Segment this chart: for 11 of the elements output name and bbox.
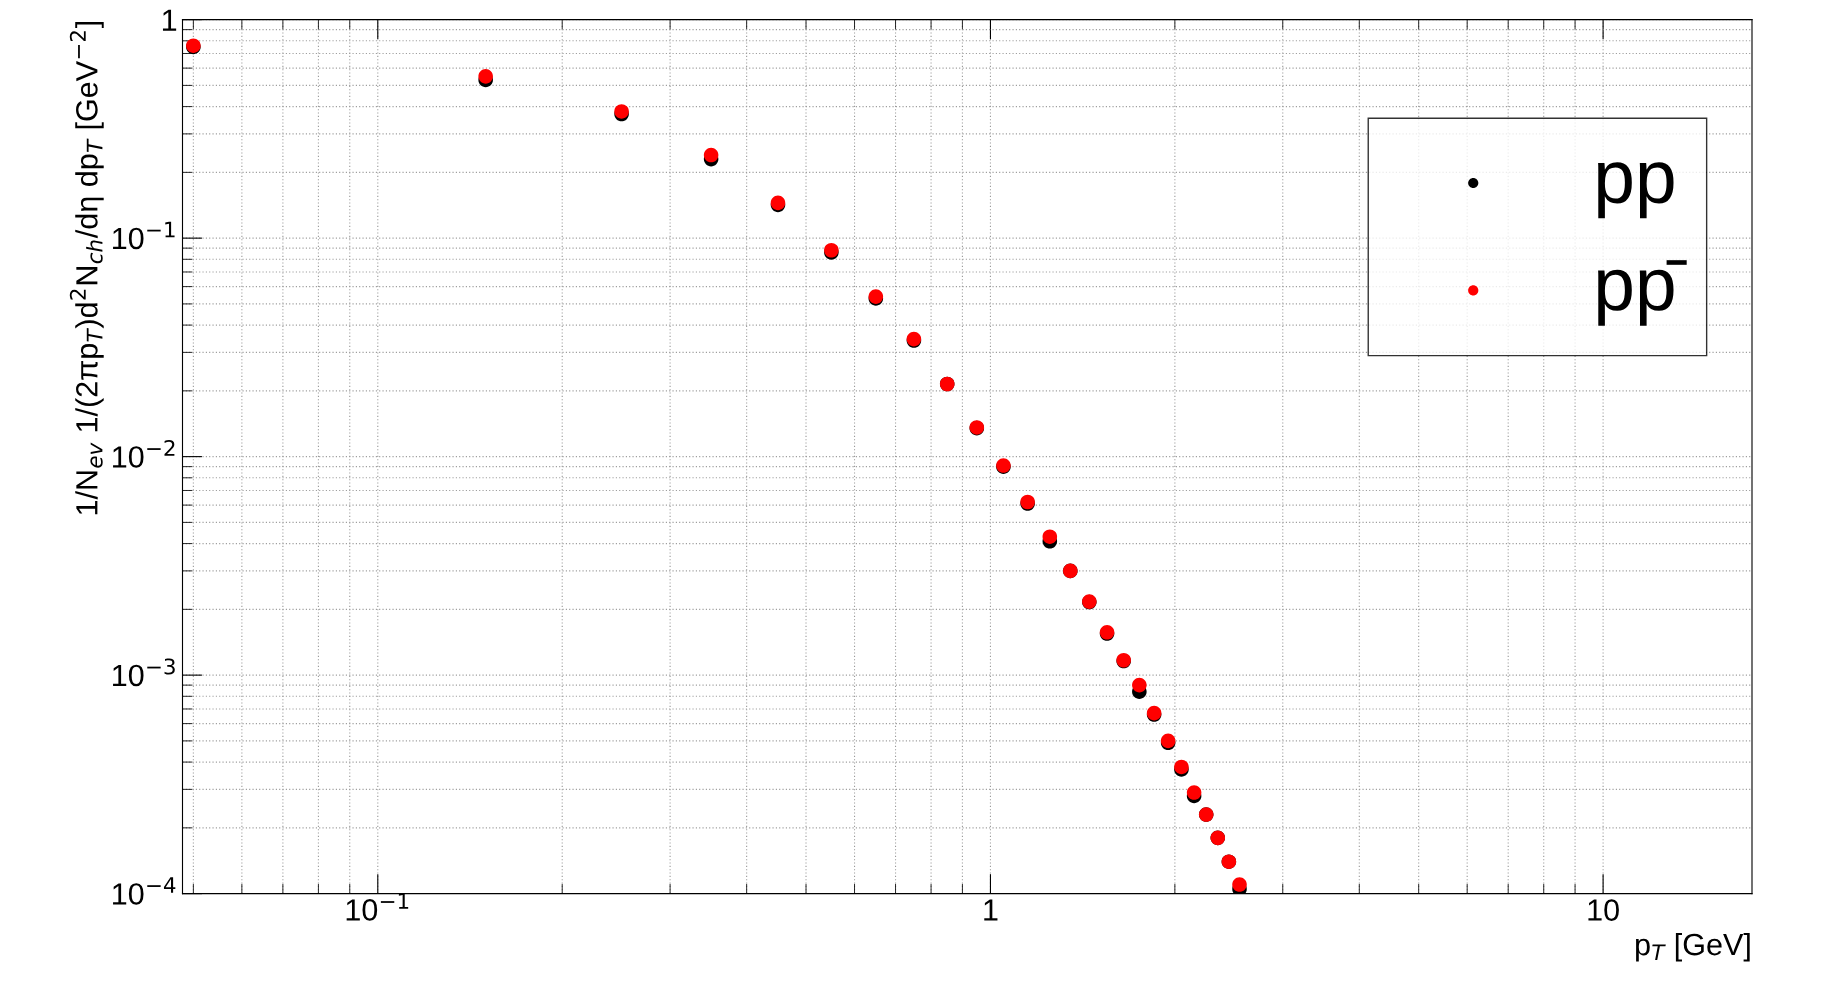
x-tick-label: 1 <box>984 899 998 921</box>
legend-label: pp̄ <box>1598 260 1687 326</box>
y-tick-label: 10$^{−4}$ <box>113 877 176 905</box>
y-tick-label: 10$^{−3}$ <box>113 658 175 687</box>
y-tick-label: 10$^{−2}$ <box>113 439 175 468</box>
x-axis-title: p$_{T}$ [GeV] <box>1636 932 1750 962</box>
text: 1/N$_{ev}$ 1/(2πp$_{T}$)d$^{2}$N$_{ch}$/dη dp$_{T}$ [GeV$^{−2}$] <box>69 21 104 515</box>
legend-label: pp <box>1598 162 1674 219</box>
x-tick-label: 10 <box>1588 899 1619 921</box>
y-tick-label: 10$^{−1}$ <box>113 221 175 250</box>
y-tick-label: 1 <box>162 9 177 31</box>
